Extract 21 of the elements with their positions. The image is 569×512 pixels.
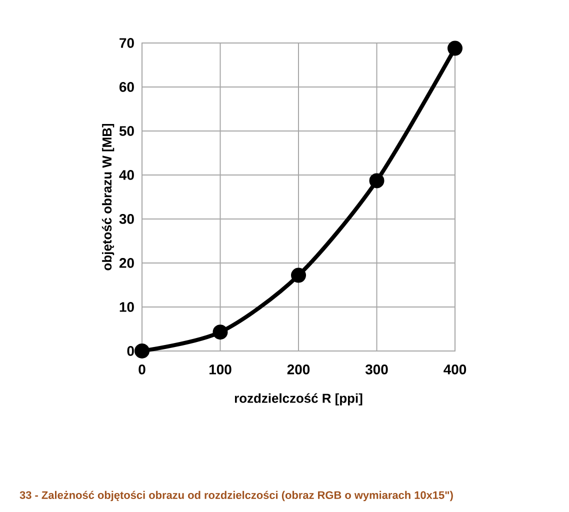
point xyxy=(212,324,228,340)
point xyxy=(369,173,384,188)
y-tick-label: 50 xyxy=(119,126,134,136)
y-tick-label: 30 xyxy=(119,214,134,224)
point xyxy=(448,40,463,56)
point xyxy=(134,343,150,358)
y-tick-label: 40 xyxy=(119,170,134,180)
x-tick-label: 200 xyxy=(287,364,310,374)
y-axis-title: objętość obrazu W [MB] xyxy=(102,124,114,270)
y-tick-label: 10 xyxy=(120,302,134,312)
x-tick-label: 400 xyxy=(444,364,466,374)
x-axis-title: rozdzielczość R [ppi] xyxy=(234,393,362,406)
point xyxy=(291,268,306,283)
x-tick-label: 300 xyxy=(365,364,388,374)
y-tick-label: 70 xyxy=(120,38,134,48)
y-tick-label: 20 xyxy=(119,258,134,268)
x-tick-label: 0 xyxy=(138,364,146,374)
text: 33 - Zależność objętości obrazu od rozdzielczości (obraz RGB o wymiarach 10x15") xyxy=(20,490,453,502)
y-tick-label: 60 xyxy=(119,82,134,92)
x-tick-label: 100 xyxy=(209,364,232,374)
y-tick-label: 0 xyxy=(127,346,134,356)
